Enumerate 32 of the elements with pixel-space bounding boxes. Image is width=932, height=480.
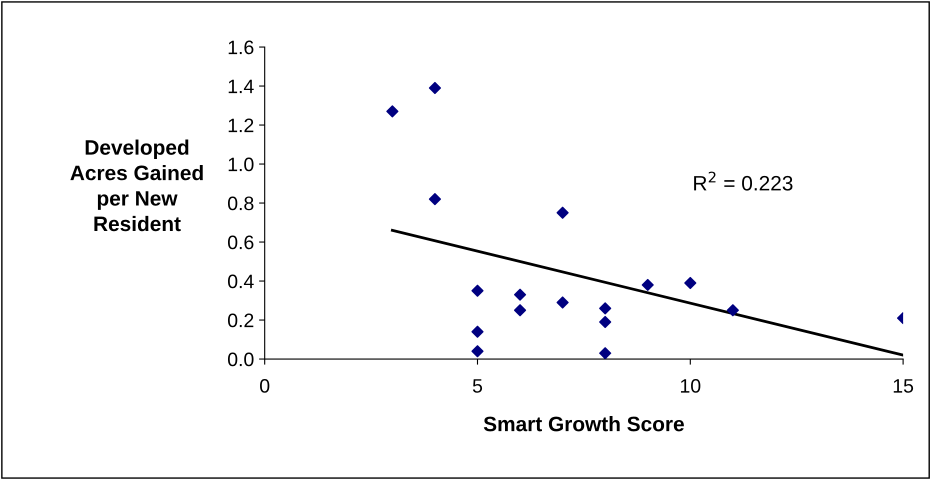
y-tick-label: 0.8 (228, 196, 254, 210)
x-tick-label: 15 (894, 379, 914, 393)
x-tick-label: 10 (680, 379, 700, 393)
y-tick-label: 1.0 (228, 158, 254, 172)
point (428, 193, 442, 206)
x-tick-label: 5 (472, 379, 482, 393)
point (599, 316, 612, 328)
y-tick-label: 1.6 (228, 40, 254, 54)
point (726, 304, 739, 316)
annotation: R$^{2}$ = 0.223 (694, 172, 792, 191)
point (599, 302, 612, 314)
point (514, 304, 526, 316)
point (471, 326, 484, 338)
point (471, 284, 484, 297)
point (386, 105, 398, 118)
y-tick-label: 1.2 (228, 118, 254, 132)
y-tick-label: 0.0 (228, 352, 254, 366)
point (599, 347, 612, 360)
x-tick-label: 0 (260, 379, 270, 393)
y-axis-title: Developed Acres Gained per New Resident (70, 140, 203, 232)
point (471, 345, 484, 358)
point (556, 296, 569, 309)
y-tick-label: 0.6 (228, 236, 254, 250)
y-tick-label: 1.4 (228, 80, 254, 94)
x-axis-title: Smart Growth Score (484, 416, 684, 432)
y-tick-label: 0.2 (228, 314, 254, 328)
point (556, 206, 569, 219)
y-tick-label: 0.4 (228, 274, 254, 288)
point (514, 288, 526, 301)
point (642, 278, 654, 292)
point (684, 276, 696, 290)
point (428, 82, 442, 94)
